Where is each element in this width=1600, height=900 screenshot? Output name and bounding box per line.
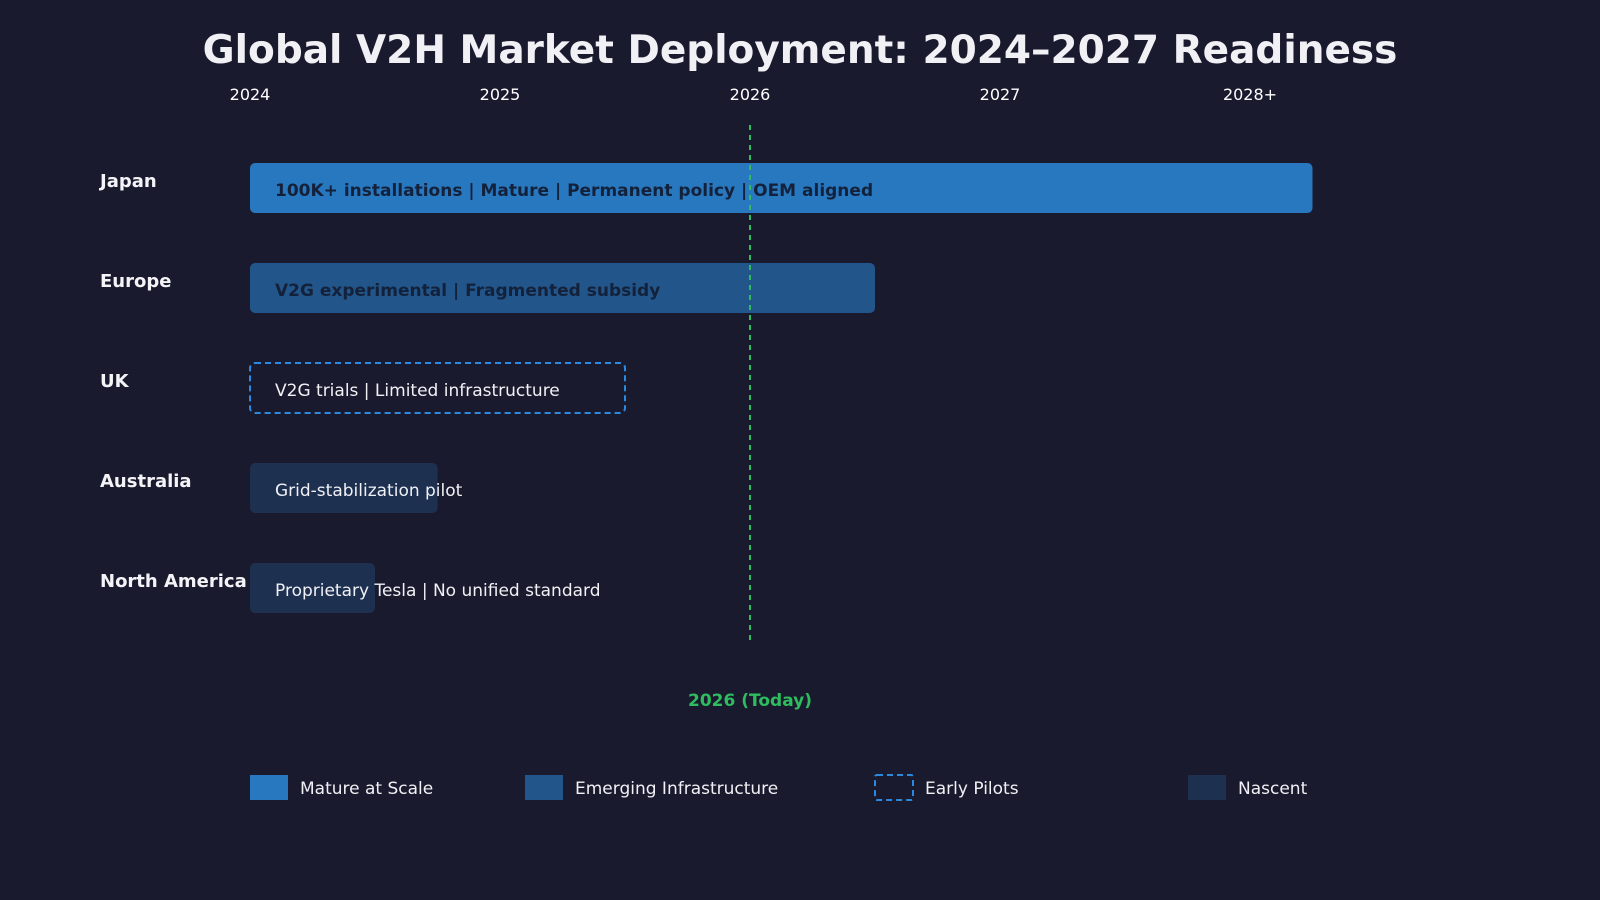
- region-label: North America: [100, 571, 247, 592]
- bar-label: Proprietary Tesla | No unified standard: [275, 581, 601, 601]
- x-tick-label: 2028+: [1223, 85, 1277, 104]
- bar-nascent: [250, 463, 438, 513]
- legend-label: Early Pilots: [925, 779, 1019, 799]
- legend-swatch-mature: [250, 775, 288, 800]
- legend-label: Nascent: [1238, 779, 1308, 799]
- region-label: UK: [100, 371, 130, 392]
- bar-early-pilot: [249, 362, 626, 414]
- legend-swatch-early-pilots: [874, 774, 914, 801]
- bar-label: V2G trials | Limited infrastructure: [275, 381, 560, 401]
- legend-label: Emerging Infrastructure: [575, 779, 778, 799]
- legend-label: Mature at Scale: [300, 779, 433, 799]
- today-reference: 2026 (Today): [688, 125, 812, 711]
- bar-label: Grid-stabilization pilot: [275, 481, 463, 501]
- legend-swatch-emerging: [525, 775, 563, 800]
- legend-swatch-nascent: [1188, 775, 1226, 800]
- chart-title: Global V2H Market Deployment: 2024–2027 …: [203, 28, 1398, 73]
- today-label: 2026 (Today): [688, 691, 812, 711]
- x-tick-label: 2024: [230, 85, 271, 104]
- bar-label: 100K+ installations | Mature | Permanent…: [275, 181, 873, 201]
- x-tick-label: 2026: [730, 85, 771, 104]
- x-tick-label: 2027: [980, 85, 1021, 104]
- bar-emerging: [250, 263, 875, 313]
- bar-nascent: [250, 563, 375, 613]
- x-tick-label: 2025: [480, 85, 521, 104]
- x-axis-ticks: 2024 2025 2026 2027 2028+: [230, 85, 1277, 104]
- region-label: Japan: [98, 171, 157, 192]
- region-rows: Japan 100K+ installations | Mature | Perm…: [98, 163, 1313, 613]
- region-label: Australia: [100, 471, 192, 492]
- bar-mature: [250, 163, 1313, 213]
- region-label: Europe: [100, 271, 171, 292]
- legend: Mature at Scale Emerging Infrastructure Ea…: [250, 774, 1308, 801]
- bar-label: V2G experimental | Fragmented subsidy: [275, 281, 660, 301]
